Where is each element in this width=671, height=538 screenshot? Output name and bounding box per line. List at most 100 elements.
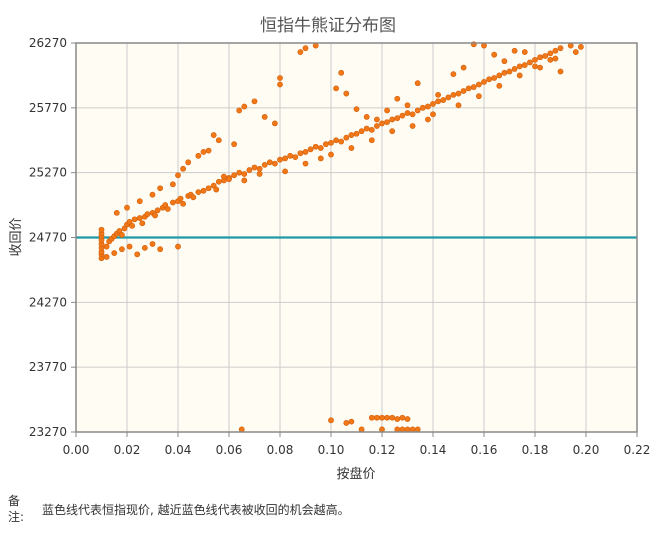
y-tick-label: 24770	[29, 231, 67, 245]
scatter-point	[343, 90, 350, 97]
scatter-point	[215, 178, 222, 185]
scatter-point	[261, 114, 268, 120]
scatter-point	[190, 194, 197, 201]
scatter-point	[455, 102, 462, 109]
scatter-point	[363, 114, 370, 120]
scatter-point	[195, 189, 202, 196]
x-tick-label: 0.18	[522, 443, 549, 457]
scatter-point	[343, 134, 350, 141]
scatter-point	[139, 220, 146, 227]
scatter-point	[164, 206, 171, 212]
scatter-point	[246, 167, 253, 173]
footnote-label: 备注:	[8, 494, 25, 524]
scatter-point	[333, 85, 339, 92]
scatter-point	[527, 59, 533, 66]
scatter-point	[445, 94, 452, 101]
scatter-point	[348, 418, 355, 425]
scatter-point	[195, 152, 202, 159]
scatter-point	[241, 103, 248, 110]
scatter-point	[338, 69, 345, 76]
scatter-point	[399, 426, 406, 433]
scatter-point	[277, 156, 283, 163]
scatter-point	[282, 155, 288, 162]
scatter-point	[297, 49, 304, 55]
scatter-point	[292, 154, 299, 161]
scatter-point	[414, 426, 421, 433]
scatter-point	[358, 128, 365, 135]
scatter-point	[368, 137, 375, 144]
scatter-point	[399, 112, 406, 119]
scatter-point	[409, 426, 416, 433]
scatter-point	[152, 212, 158, 219]
x-tick-label: 0.10	[318, 443, 345, 457]
scatter-point	[557, 45, 564, 52]
scatter-point	[501, 58, 508, 65]
y-tick-label: 26270	[29, 36, 67, 50]
scatter-point	[317, 155, 324, 162]
scatter-chart: 恒指牛熊证分布图 0.00 0.02 0.04 0.06 0.08 0.10 0.12 0.1…	[9, 16, 650, 482]
scatter-point	[149, 241, 156, 247]
scatter-point	[414, 107, 421, 114]
scatter-point	[501, 69, 508, 76]
x-tick-label: 0.08	[267, 443, 294, 457]
scatter-point	[450, 91, 457, 98]
x-tick-label: 0.20	[573, 443, 600, 457]
scatter-point	[103, 254, 110, 260]
scatter-point	[348, 132, 355, 138]
scatter-point	[154, 207, 161, 214]
scatter-point	[486, 76, 492, 83]
scatter-point	[363, 125, 370, 132]
scatter-point	[557, 68, 564, 75]
scatter-point	[136, 198, 143, 205]
scatter-point	[119, 232, 125, 238]
scatter-point	[435, 91, 441, 98]
scatter-point	[424, 103, 431, 110]
scatter-point	[358, 426, 365, 433]
y-tick-label: 24270	[29, 295, 67, 309]
scatter-point	[353, 130, 360, 137]
scatter-point	[333, 137, 339, 144]
scatter-point	[312, 42, 319, 49]
scatter-point	[111, 250, 118, 256]
scatter-point	[113, 209, 120, 216]
scatter-point	[567, 42, 574, 49]
scatter-point	[572, 49, 579, 55]
scatter-point	[384, 119, 390, 125]
scatter-point	[491, 51, 498, 58]
scatter-point	[261, 161, 268, 168]
scatter-point	[389, 128, 396, 135]
scatter-point	[394, 115, 401, 122]
scatter-point	[213, 186, 220, 193]
scatter-point	[129, 222, 135, 229]
x-tick-label: 0.02	[114, 443, 141, 457]
scatter-point	[506, 68, 513, 75]
scatter-point	[302, 149, 309, 155]
scatter-point	[475, 93, 482, 100]
scatter-point	[460, 88, 467, 94]
scatter-point	[169, 199, 176, 206]
scatter-point	[496, 82, 503, 89]
scatter-point	[238, 426, 245, 433]
scatter-point	[307, 146, 314, 153]
scatter-point	[134, 251, 141, 258]
scatter-point	[424, 116, 431, 123]
scatter-point	[419, 104, 426, 111]
scatter-point	[394, 426, 401, 433]
scatter-point	[297, 150, 304, 157]
scatter-point	[277, 81, 283, 88]
scatter-point	[547, 56, 554, 63]
scatter-point	[169, 181, 176, 188]
scatter-point	[175, 243, 181, 250]
scatter-point	[511, 66, 518, 72]
y-axis-label: 收回价	[9, 217, 24, 256]
scatter-point	[414, 80, 421, 87]
scatter-point	[389, 116, 396, 123]
scatter-point	[175, 172, 181, 179]
scatter-point	[368, 414, 375, 421]
scatter-point	[353, 106, 360, 113]
scatter-point	[379, 414, 385, 421]
scatter-point	[322, 141, 329, 148]
scatter-point	[126, 243, 133, 250]
scatter-point	[516, 72, 523, 79]
scatter-point	[394, 95, 401, 102]
